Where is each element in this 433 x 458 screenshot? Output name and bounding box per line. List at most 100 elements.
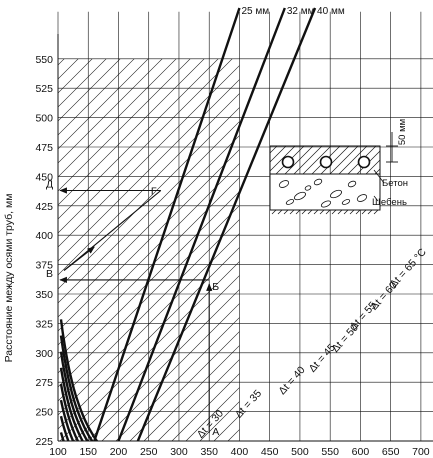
ground-hatch-line (355, 209, 361, 215)
gravel-stone (285, 199, 295, 205)
hatch-line (115, 317, 240, 442)
marker-label: Б (212, 281, 219, 293)
ground-hatch-line (271, 209, 277, 215)
x-tick-label: 600 (352, 446, 370, 458)
gravel-stone (320, 200, 332, 208)
hatch-line (87, 289, 240, 442)
pipe-diameter-lines: 25 мм 32 мм 40 мм (93, 6, 345, 442)
delta-t-curve-60 (59, 335, 94, 441)
dimension-label: 50 мм (397, 119, 408, 145)
marker-label: Г (151, 186, 157, 198)
marker-label: А (212, 426, 219, 438)
gravel-stone (347, 180, 357, 188)
inset-hatch-line (365, 159, 381, 175)
grid (57, 11, 433, 442)
hatch-line (58, 93, 240, 276)
gravel-stone (330, 189, 342, 199)
hatch-line (58, 65, 240, 248)
hatch-line (58, 58, 149, 150)
axes: 225 250 275 300 325 350 375 400 425 450 475 500 525 5… (35, 34, 433, 458)
gravel-stone (341, 199, 351, 205)
pipe-circle-3 (357, 155, 371, 169)
x-tick-label: 450 (261, 446, 279, 458)
hatch-line (129, 331, 240, 442)
delta-t-curve-40 (59, 399, 75, 441)
ground-hatch-line (301, 209, 307, 215)
example-guide-lines: А Б В Г Д (46, 179, 219, 438)
x-tick-label: 200 (110, 446, 128, 458)
gravel-stone (294, 191, 306, 201)
y-tick-label: 325 (35, 318, 53, 330)
leader-concrete (373, 169, 385, 184)
ground-hatch-line (307, 209, 313, 215)
hatch-line (58, 177, 240, 360)
y-tick-label: 300 (35, 348, 53, 360)
hatch-line (58, 58, 205, 206)
hatch-line (58, 79, 240, 262)
hatch-line (58, 121, 240, 304)
x-tick-label: 500 (291, 446, 309, 458)
gravel-label: Щебень (372, 197, 407, 208)
delta-t-label-30: Δt = 30 (195, 408, 226, 441)
guide-line-diagonal (63, 190, 162, 271)
delta-t-curve-55 (59, 351, 89, 441)
pipe-line-1 (93, 7, 241, 442)
y-tick-label: 550 (35, 54, 53, 66)
ground-hatch-line (289, 209, 295, 215)
hatch-line (213, 415, 240, 442)
hatch-line (58, 107, 240, 290)
hatch-line (73, 275, 240, 442)
ground-hatch-line (349, 209, 355, 215)
leader-gravel (373, 195, 379, 202)
ground-hatch-line (367, 209, 373, 215)
ground-hatch-line (313, 209, 319, 215)
delta-t-curve-45 (59, 383, 80, 441)
marker-label: В (46, 268, 53, 280)
inset-hatch-line (269, 145, 287, 163)
hatch-line (171, 373, 240, 442)
delta-t-curve-65 (59, 319, 99, 441)
ground-hatch-line (283, 209, 289, 215)
gravel-layer (269, 173, 381, 211)
hatch-line (396, 59, 433, 441)
inset-hatch-line (269, 145, 278, 154)
hatch-line (58, 191, 240, 374)
inset-hatch-line (374, 168, 381, 175)
gravel-stone (313, 178, 323, 186)
ground-hatch-line (325, 209, 331, 215)
y-tick-label: 250 (35, 407, 53, 419)
floor-section-inset: 50 мм Бетон Щебень (269, 119, 408, 215)
hatched-region (58, 58, 433, 442)
hatch-line (58, 205, 240, 388)
gravel-stone (278, 180, 290, 188)
x-tick-label: 400 (231, 446, 249, 458)
y-axis-label: Расстояние между осями труб, мм (3, 194, 15, 363)
delta-t-label-35: Δt = 35 (233, 388, 264, 421)
x-tick-label: 550 (321, 446, 339, 458)
gravel-stone (356, 194, 368, 202)
hatch-line (199, 401, 240, 442)
y-tick-label: 425 (35, 201, 53, 213)
y-tick-label: 375 (35, 260, 53, 272)
hatch-line (58, 233, 240, 416)
inset-hatch-line (320, 145, 350, 175)
marker-label: Д (46, 179, 53, 191)
hatch-line (58, 163, 240, 346)
pipe-circle-2 (319, 155, 333, 169)
hatch-line (58, 58, 233, 234)
hatch-line (424, 59, 433, 441)
x-tick-label: 350 (200, 446, 218, 458)
guide-arrow-mid (63, 246, 95, 271)
delta-t-label-65: Δt = 65 °C (388, 246, 429, 290)
pipe-label-3: 40 мм (317, 6, 345, 17)
inset-hatch-line (338, 145, 368, 175)
delta-t-label-40: Δt = 40 (276, 364, 307, 397)
x-tick-label: 100 (49, 446, 67, 458)
y-tick-label: 525 (35, 83, 53, 95)
pipe-line-3 (136, 7, 317, 442)
ground-hatch-line (343, 209, 349, 215)
y-tick-label: 400 (35, 230, 53, 242)
x-tick-label: 650 (382, 446, 400, 458)
